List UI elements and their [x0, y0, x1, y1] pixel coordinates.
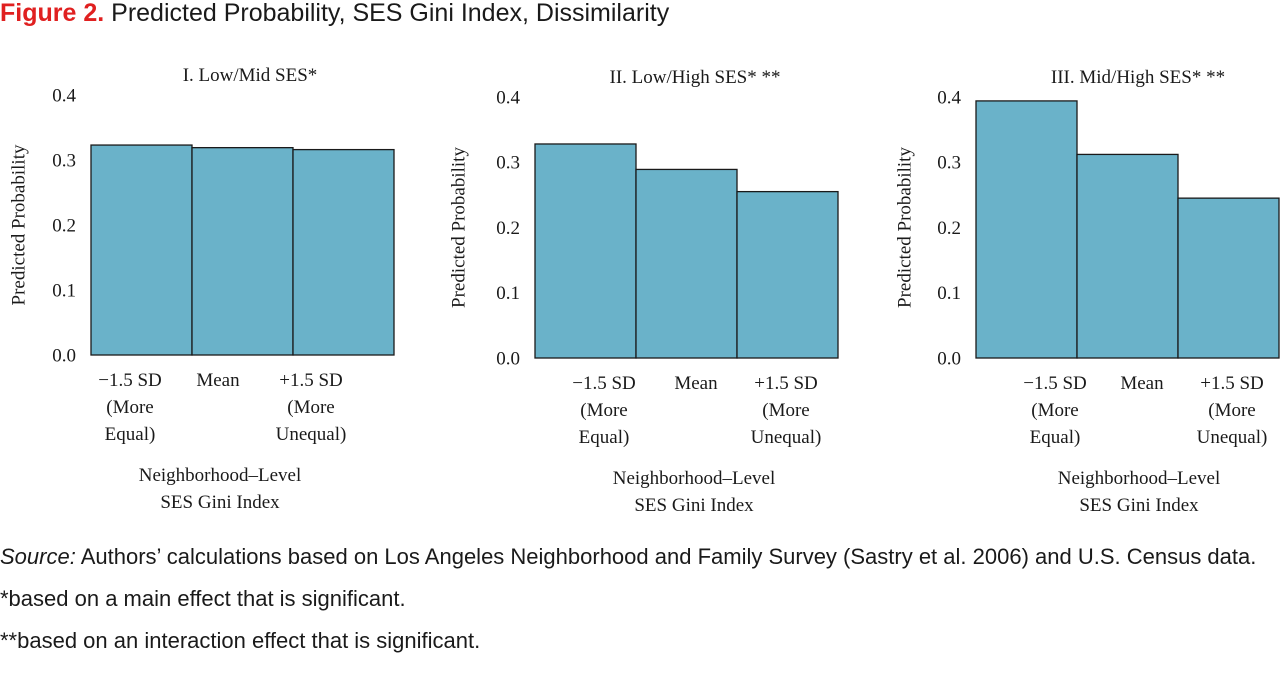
y-axis-label: Predicted Probability: [448, 147, 469, 308]
y-tick-label: 0.3: [496, 153, 520, 174]
x-axis-label: SES Gini Index: [160, 492, 280, 513]
x-tick-label: +1.5 SD: [1200, 373, 1264, 394]
panel-title: III. Mid/High SES* **: [1051, 67, 1225, 88]
y-tick-label: 0.2: [496, 218, 520, 239]
x-tick-label: −1.5 SD: [572, 373, 636, 394]
y-tick-label: 0.1: [937, 283, 961, 304]
y-tick-label: 0.1: [52, 280, 76, 301]
y-tick-label: 0.0: [937, 348, 961, 369]
x-tick-label: Equal): [579, 427, 630, 448]
bar-3: [292, 148, 395, 356]
x-axis-label: Neighborhood–Level: [139, 465, 302, 486]
figure-title: Figure 2. Predicted Probability, SES Gin…: [0, 0, 669, 30]
x-tick-label: Mean: [674, 373, 718, 394]
x-tick-label: (More: [1208, 400, 1255, 421]
x-tick-label: Unequal): [751, 427, 822, 448]
x-tick-label: Equal): [105, 424, 156, 445]
y-tick-label: 0.4: [937, 87, 961, 108]
source-line: Source: Authors’ calculations based on L…: [0, 536, 1280, 578]
source-label: Source:: [0, 544, 76, 569]
x-tick-label: −1.5 SD: [1023, 373, 1087, 394]
source-text: Authors’ calculations based on Los Angel…: [75, 544, 1257, 569]
y-tick-label: 0.3: [937, 153, 961, 174]
footnote-interaction-effect: **based on an interaction effect that is…: [0, 628, 481, 653]
x-tick-label: −1.5 SD: [98, 370, 162, 391]
y-tick-label: 0.2: [937, 218, 961, 239]
panel-title: II. Low/High SES* **: [610, 67, 781, 88]
x-tick-label: Unequal): [1197, 427, 1268, 448]
bar-1: [975, 100, 1078, 359]
x-tick-label: (More: [287, 397, 334, 418]
x-tick-label: (More: [580, 400, 627, 421]
x-axis-label: SES Gini Index: [1079, 495, 1199, 516]
x-tick-label: (More: [1031, 400, 1078, 421]
x-tick-label: Equal): [1030, 427, 1081, 448]
bar-3: [1177, 197, 1280, 359]
x-tick-label: +1.5 SD: [754, 373, 818, 394]
x-axis-label: Neighborhood–Level: [613, 468, 776, 489]
x-tick-label: Mean: [196, 370, 240, 391]
y-tick-label: 0.0: [52, 345, 76, 366]
footnote-main-effect: *based on a main effect that is signific…: [0, 586, 406, 611]
y-axis-label: Predicted Probability: [894, 147, 915, 308]
figure-label: Figure 2.: [0, 0, 105, 27]
x-tick-label: Mean: [1120, 373, 1164, 394]
charts-container: I. Low/Mid SES* Predicted Probability 0.0 0…: [8, 65, 1280, 516]
y-axis-label: Predicted Probability: [8, 144, 29, 305]
y-tick-label: 0.1: [496, 283, 520, 304]
bar-2: [635, 168, 738, 359]
bar-1: [90, 144, 193, 356]
x-tick-label: (More: [106, 397, 153, 418]
x-tick-label: Unequal): [276, 424, 347, 445]
x-axis-label: SES Gini Index: [634, 495, 754, 516]
y-tick-label: 0.3: [52, 150, 76, 171]
bar-2: [1076, 153, 1179, 359]
y-tick-label: 0.4: [496, 87, 520, 108]
figure-title-text: Predicted Probability, SES Gini Index, D…: [111, 0, 670, 27]
y-tick-label: 0.0: [496, 348, 520, 369]
x-tick-label: (More: [762, 400, 809, 421]
bar-3: [736, 190, 839, 359]
x-axis-label: Neighborhood–Level: [1058, 468, 1221, 489]
x-tick-label: +1.5 SD: [279, 370, 343, 391]
panel-title: I. Low/Mid SES*: [183, 65, 318, 86]
bar-1: [534, 143, 637, 359]
bar-2: [191, 146, 294, 356]
source-block: Source: Authors’ calculations based on L…: [0, 536, 1280, 662]
y-tick-label: 0.4: [52, 85, 76, 106]
y-tick-label: 0.2: [52, 215, 76, 236]
